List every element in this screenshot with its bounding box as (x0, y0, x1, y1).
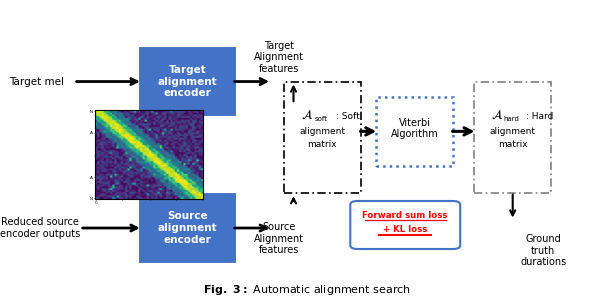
FancyBboxPatch shape (138, 192, 236, 264)
Text: : Hard: : Hard (526, 112, 554, 121)
Text: Viterbi
Algorithm: Viterbi Algorithm (391, 117, 438, 139)
Text: Reduced source
encoder outputs: Reduced source encoder outputs (0, 217, 80, 239)
Text: hard: hard (503, 116, 519, 122)
Text: + KL loss: + KL loss (383, 225, 427, 234)
Text: Target
Alignment
features: Target Alignment features (254, 41, 305, 74)
Text: Forward sum loss: Forward sum loss (362, 210, 448, 220)
FancyBboxPatch shape (475, 82, 551, 193)
FancyBboxPatch shape (350, 201, 460, 249)
FancyBboxPatch shape (376, 97, 453, 166)
Text: alignment: alignment (490, 127, 535, 137)
Text: Source
Alignment
features: Source Alignment features (254, 222, 305, 255)
Text: alignment: alignment (300, 127, 345, 137)
Text: soft: soft (314, 116, 328, 122)
Text: matrix: matrix (498, 140, 527, 149)
Text: : Soft: : Soft (336, 112, 360, 121)
FancyBboxPatch shape (284, 82, 361, 193)
Text: $\bf{Fig.\ 3:}$ Automatic alignment search: $\bf{Fig.\ 3:}$ Automatic alignment sear… (203, 283, 411, 297)
FancyBboxPatch shape (138, 46, 236, 117)
Text: Source
alignment
encoder: Source alignment encoder (157, 211, 217, 245)
Text: Target mel: Target mel (9, 76, 64, 87)
Text: $\mathcal{A}$: $\mathcal{A}$ (301, 108, 313, 121)
Text: $\mathcal{A}$: $\mathcal{A}$ (491, 108, 503, 121)
Text: matrix: matrix (308, 140, 337, 149)
Text: Target
alignment
encoder: Target alignment encoder (157, 65, 217, 98)
Text: Ground
truth
durations: Ground truth durations (520, 234, 567, 267)
